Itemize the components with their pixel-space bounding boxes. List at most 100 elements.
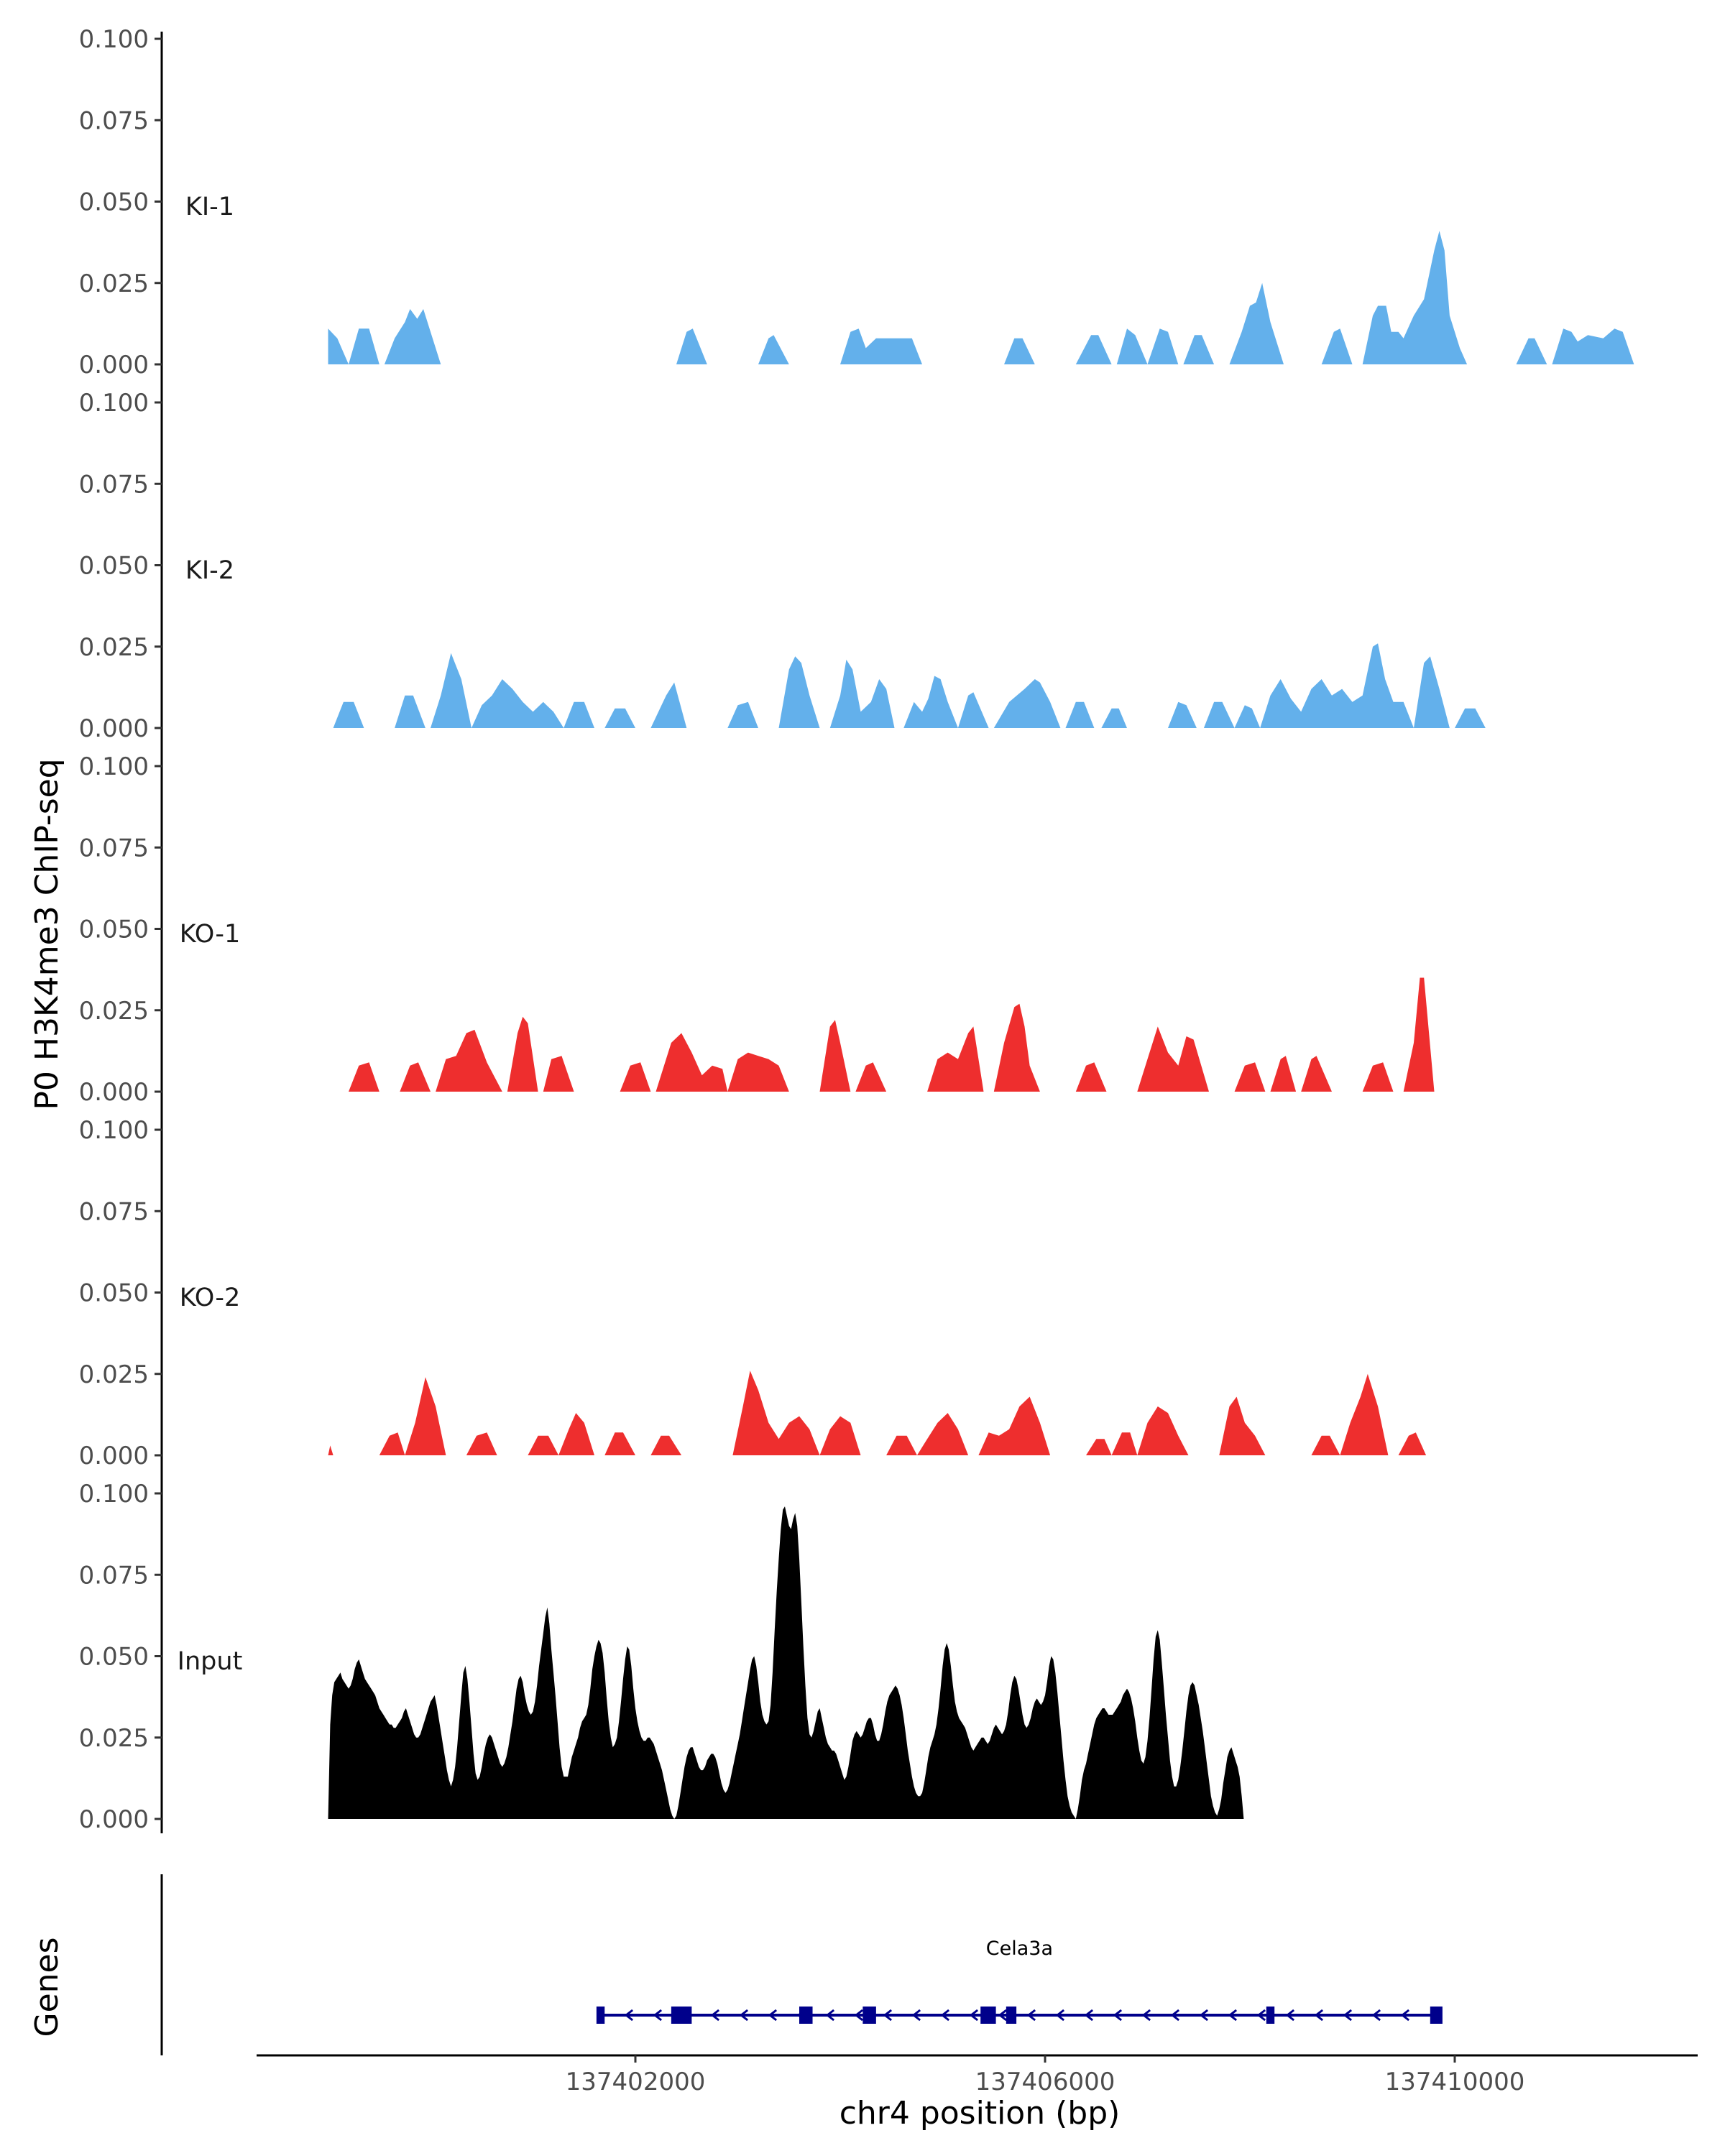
- y-tick-label: 0.000: [79, 1442, 149, 1470]
- strand-arrow: [998, 2009, 1008, 2022]
- gene-name-label: Cela3a: [986, 1938, 1053, 1960]
- strand-arrow: [969, 2009, 979, 2022]
- coverage-area: [1403, 977, 1435, 1092]
- coverage-area: [650, 682, 687, 728]
- coverage-area: [993, 1003, 1040, 1092]
- y-tick-label: 0.000: [79, 1078, 149, 1107]
- coverage-area: [1183, 335, 1215, 364]
- x-tick-label: 137406000: [975, 2068, 1116, 2096]
- coverage-area: [328, 1445, 334, 1455]
- coverage-area: [778, 656, 820, 728]
- strand-arrow: [911, 2009, 921, 2022]
- coverage-area: [829, 659, 895, 728]
- gene-exon: [980, 2007, 996, 2024]
- strand-arrow: [768, 2009, 778, 2022]
- strand-arrow: [1228, 2009, 1238, 2022]
- strand-arrow: [1170, 2009, 1180, 2022]
- strand-arrow: [710, 2009, 720, 2022]
- y-tick-label: 0.000: [79, 714, 149, 743]
- y-tick-label: 0.025: [79, 633, 149, 662]
- coverage-area: [1398, 1432, 1427, 1455]
- y-tick-label: 0.050: [79, 1279, 149, 1308]
- strand-arrow: [940, 2009, 950, 2022]
- coverage-area: [564, 701, 594, 728]
- strand-arrow: [883, 2009, 893, 2022]
- y-tick-label: 0.100: [79, 1116, 149, 1145]
- coverage-area: [916, 1413, 969, 1455]
- coverage-area: [886, 1435, 917, 1455]
- y-tick-label: 0.075: [79, 106, 149, 135]
- coverage-area: [855, 1062, 887, 1092]
- coverage-area: [819, 1416, 861, 1455]
- coverage-tracks: 0.000 0.025 0.050 0.075 0.100 KI-1 0.000 0.025 0…: [79, 25, 1634, 1834]
- coverage-area: [1234, 1062, 1266, 1092]
- strand-arrow: [1400, 2009, 1410, 2022]
- coverage-area: [732, 1370, 820, 1455]
- coverage-area: [1219, 1396, 1266, 1455]
- strand-arrow: [624, 2009, 634, 2022]
- y-tick-label: 0.075: [79, 470, 149, 499]
- strand-arrow: [825, 2009, 835, 2022]
- coverage-area: [1260, 643, 1450, 728]
- strand-arrow: [1343, 2009, 1353, 2022]
- coverage-area: [333, 701, 364, 728]
- track-ko-2: 0.000 0.025 0.050 0.075 0.100 KO-2: [79, 1116, 1427, 1493]
- y-tick-label: 0.075: [79, 834, 149, 862]
- gene-exon: [1266, 2007, 1275, 2024]
- gene-exon: [671, 2007, 692, 2024]
- strand-arrow: [854, 2009, 864, 2022]
- coverage-area: [1004, 338, 1035, 364]
- coverage-area: [1101, 708, 1127, 728]
- strand-arrow: [1314, 2009, 1324, 2022]
- y-tick-label: 0.025: [79, 270, 149, 298]
- coverage-area: [758, 335, 789, 364]
- coverage-area: [819, 1020, 851, 1092]
- y-axis-title: P0 H3K4me3 ChIP-seq: [29, 758, 65, 1110]
- strand-arrow: [653, 2009, 663, 2022]
- x-tick-label: 137410000: [1385, 2068, 1525, 2096]
- strand-arrow: [1371, 2009, 1381, 2022]
- coverage-area: [436, 1029, 502, 1092]
- coverage-area: [727, 1052, 789, 1092]
- coverage-area: [1270, 1056, 1297, 1092]
- coverage-area: [957, 692, 989, 728]
- genes-axis-title: Genes: [29, 1937, 65, 2037]
- gene-exon: [1430, 2007, 1443, 2024]
- coverage-area: [1065, 701, 1095, 728]
- coverage-area: [349, 328, 380, 364]
- coverage-area: [543, 1056, 574, 1092]
- coverage-area: [1111, 1432, 1138, 1455]
- y-tick-label: 0.100: [79, 25, 149, 54]
- coverage-area: [1137, 1026, 1209, 1092]
- y-tick-label: 0.100: [79, 1480, 149, 1508]
- coverage-area: [431, 653, 564, 728]
- coverage-area: [395, 695, 426, 728]
- coverage-area: [727, 701, 758, 728]
- y-tick-label: 0.100: [79, 752, 149, 781]
- coverage-area: [1168, 701, 1197, 728]
- coverage-area: [1321, 328, 1353, 364]
- coverage-area: [1362, 231, 1468, 364]
- coverage-area: [1075, 1062, 1107, 1092]
- coverage-area: [1116, 328, 1148, 364]
- coverage-area: [604, 708, 635, 728]
- coverage-area: [903, 676, 958, 728]
- coverage-area: [1203, 701, 1235, 728]
- y-tick-label: 0.000: [79, 1805, 149, 1834]
- coverage-area: [1234, 705, 1261, 728]
- track-label: KO-2: [180, 1284, 240, 1312]
- y-tick-label: 0.050: [79, 1643, 149, 1672]
- coverage-area: [466, 1432, 497, 1455]
- track-label: KI-1: [185, 193, 234, 221]
- strand-arrow: [1113, 2009, 1123, 2022]
- y-tick-label: 0.025: [79, 1724, 149, 1753]
- strand-arrow: [1256, 2009, 1266, 2022]
- y-tick-label: 0.050: [79, 552, 149, 581]
- coverage-area: [1086, 1439, 1112, 1455]
- coverage-area: [676, 328, 707, 364]
- gene-exon: [1006, 2007, 1017, 2024]
- y-tick-label: 0.075: [79, 1197, 149, 1226]
- strand-arrow: [1141, 2009, 1151, 2022]
- track-ki-2: 0.000 0.025 0.050 0.075 0.100 KI-2: [79, 389, 1486, 766]
